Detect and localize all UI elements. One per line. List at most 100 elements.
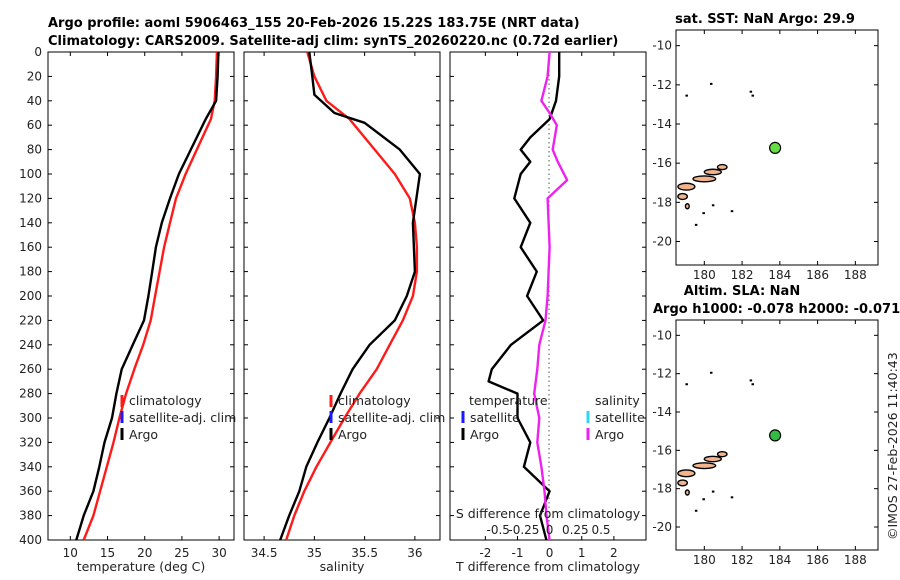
lon-tick-label: 182 — [731, 268, 754, 282]
s-difference-label: S difference from climatology — [456, 506, 641, 521]
depth-y-ticks: 0 20 40 60 80 100 120 140 160 180 200 220 240 260 280 3… — [19, 45, 234, 547]
lon-tick-label: 186 — [806, 553, 829, 567]
series-line-temperature — [487, 52, 561, 541]
series-line-climatology — [285, 51, 419, 541]
legend-s-satellite-label: satellite — [595, 410, 645, 425]
x-tick-label: 2 — [610, 546, 618, 560]
island-speck — [749, 90, 753, 93]
lat-tick-label: -10 — [652, 328, 672, 342]
island-speck — [751, 383, 755, 386]
salinity-legend: climatology satellite-adj. clim Argo — [329, 393, 445, 442]
legend-salinity-header: salinity — [595, 393, 640, 408]
x-tick-label: 1 — [578, 546, 586, 560]
depth-tick-label: 260 — [19, 362, 42, 376]
island-speck — [694, 223, 698, 226]
depth-tick-label: 240 — [19, 338, 42, 352]
imos-timestamp: ©IMOS 27-Feb-2026 11:40:43 — [885, 352, 900, 540]
island-speck — [702, 498, 705, 501]
figure-title-line1: Argo profile: aoml 5906463_155 20-Feb-20… — [48, 16, 580, 31]
island-speck — [685, 383, 688, 386]
depth-tick-label: 300 — [19, 411, 42, 425]
island-shape — [684, 489, 690, 496]
x-tick-label: 25 — [174, 546, 189, 560]
island-speck — [702, 212, 705, 215]
depth-tick-label: 160 — [19, 240, 42, 254]
island-speck — [730, 496, 734, 499]
depth-tick-label: 180 — [19, 265, 42, 279]
island-speck — [685, 94, 688, 97]
sla-map-lat-ticks: -10 -12 -14 -16 -18 -20 — [652, 328, 878, 534]
coastline-islands — [677, 371, 755, 512]
legend-t-satellite-label: satellite — [470, 410, 520, 425]
island-shape — [692, 462, 717, 470]
difference-legend-temperature: temperature satellite Argo — [461, 393, 548, 442]
island-speck — [694, 509, 698, 512]
sst-map-title: sat. SST: NaN Argo: 29.9 — [675, 12, 855, 27]
lon-tick-label: 184 — [768, 553, 791, 567]
depth-tick-label: 380 — [19, 509, 42, 523]
depth-tick-label: 340 — [19, 460, 42, 474]
lat-tick-label: -18 — [652, 482, 672, 496]
island-shape — [703, 455, 723, 463]
coastline-islands — [677, 82, 755, 226]
lat-tick-label: -18 — [652, 195, 672, 209]
difference-y-ticks — [450, 51, 646, 541]
t-difference-x-ticks: -2 -1 0 1 2 — [479, 52, 618, 560]
difference-series — [487, 51, 569, 541]
s-difference-tick-labels: -0.5-0.25 0 0.25 0.5 — [486, 523, 610, 537]
series-line-argo — [279, 51, 422, 541]
island-shape — [677, 479, 689, 487]
salinity-series — [279, 51, 422, 541]
sst-map-lon-ticks: 180 182 184 186 188 — [693, 30, 867, 282]
series-line-salinity — [533, 51, 569, 541]
lat-tick-label: -14 — [652, 117, 672, 131]
sla-map-frame — [675, 319, 879, 551]
sla-map-panel: Altim. SLA: NaN Argo h1000: -0.078 h2000… — [652, 284, 900, 567]
island-shape — [692, 175, 717, 183]
difference-legend-salinity: salinity satellite Argo — [586, 393, 645, 442]
argo-position-marker — [769, 141, 782, 154]
island-shape — [677, 182, 696, 191]
lat-tick-label: -10 — [652, 39, 672, 53]
island-shape — [716, 163, 728, 171]
depth-tick-label: 400 — [19, 533, 42, 547]
argo-position-marker — [769, 429, 782, 442]
depth-tick-label: 0 — [34, 45, 42, 59]
x-tick-label: -2 — [479, 546, 491, 560]
temperature-profile-panel: 10 15 20 25 30 0 20 40 60 80 100 120 140 160 180 200 22… — [19, 45, 236, 574]
depth-tick-label: 200 — [19, 289, 42, 303]
depth-tick-label: 220 — [19, 313, 42, 327]
island-shape — [677, 192, 689, 201]
x-tick-label: 0 — [546, 546, 554, 560]
depth-tick-label: 140 — [19, 216, 42, 230]
legend-climatology-label: climatology — [129, 393, 202, 408]
depth-tick-label: 320 — [19, 435, 42, 449]
salinity-axes-frame — [243, 51, 441, 541]
sla-map-title: Altim. SLA: NaN — [684, 284, 800, 299]
sla-map-lon-ticks: 180 182 184 186 188 — [693, 320, 867, 567]
x-tick-label: 30 — [211, 546, 226, 560]
t-difference-x-label: T difference from climatology — [455, 559, 641, 574]
island-speck — [730, 210, 734, 213]
legend-argo-label: Argo — [129, 427, 158, 442]
depth-tick-label: 120 — [19, 191, 42, 205]
legend-s-argo-label: Argo — [595, 427, 624, 442]
x-tick-label: 36 — [407, 546, 422, 560]
lat-tick-label: -14 — [652, 405, 672, 419]
x-tick-label: -1 — [511, 546, 523, 560]
sst-map-lat-ticks: -10 -12 -14 -16 -18 -20 — [652, 39, 878, 249]
island-shape — [703, 168, 723, 176]
series-line-argo — [75, 51, 220, 541]
lat-tick-label: -20 — [652, 520, 672, 534]
legend-satellite-label: satellite-adj. clim — [338, 410, 445, 425]
figure-title-line2: Climatology: CARS2009. Satellite-adj cli… — [48, 34, 618, 49]
salinity-x-label: salinity — [320, 559, 365, 574]
temperature-legend: climatology satellite-adj. clim Argo — [120, 393, 236, 442]
temperature-axes-frame — [47, 51, 235, 541]
sst-map-frame — [675, 29, 879, 266]
salinity-x-ticks: 34.5 35 35.5 36 — [251, 52, 423, 560]
sst-map-panel: sat. SST: NaN Argo: 29.9 180 182 184 186 188… — [652, 12, 879, 282]
lon-tick-label: 188 — [844, 553, 867, 567]
s-difference-tick-label: -0.5 — [486, 523, 509, 537]
